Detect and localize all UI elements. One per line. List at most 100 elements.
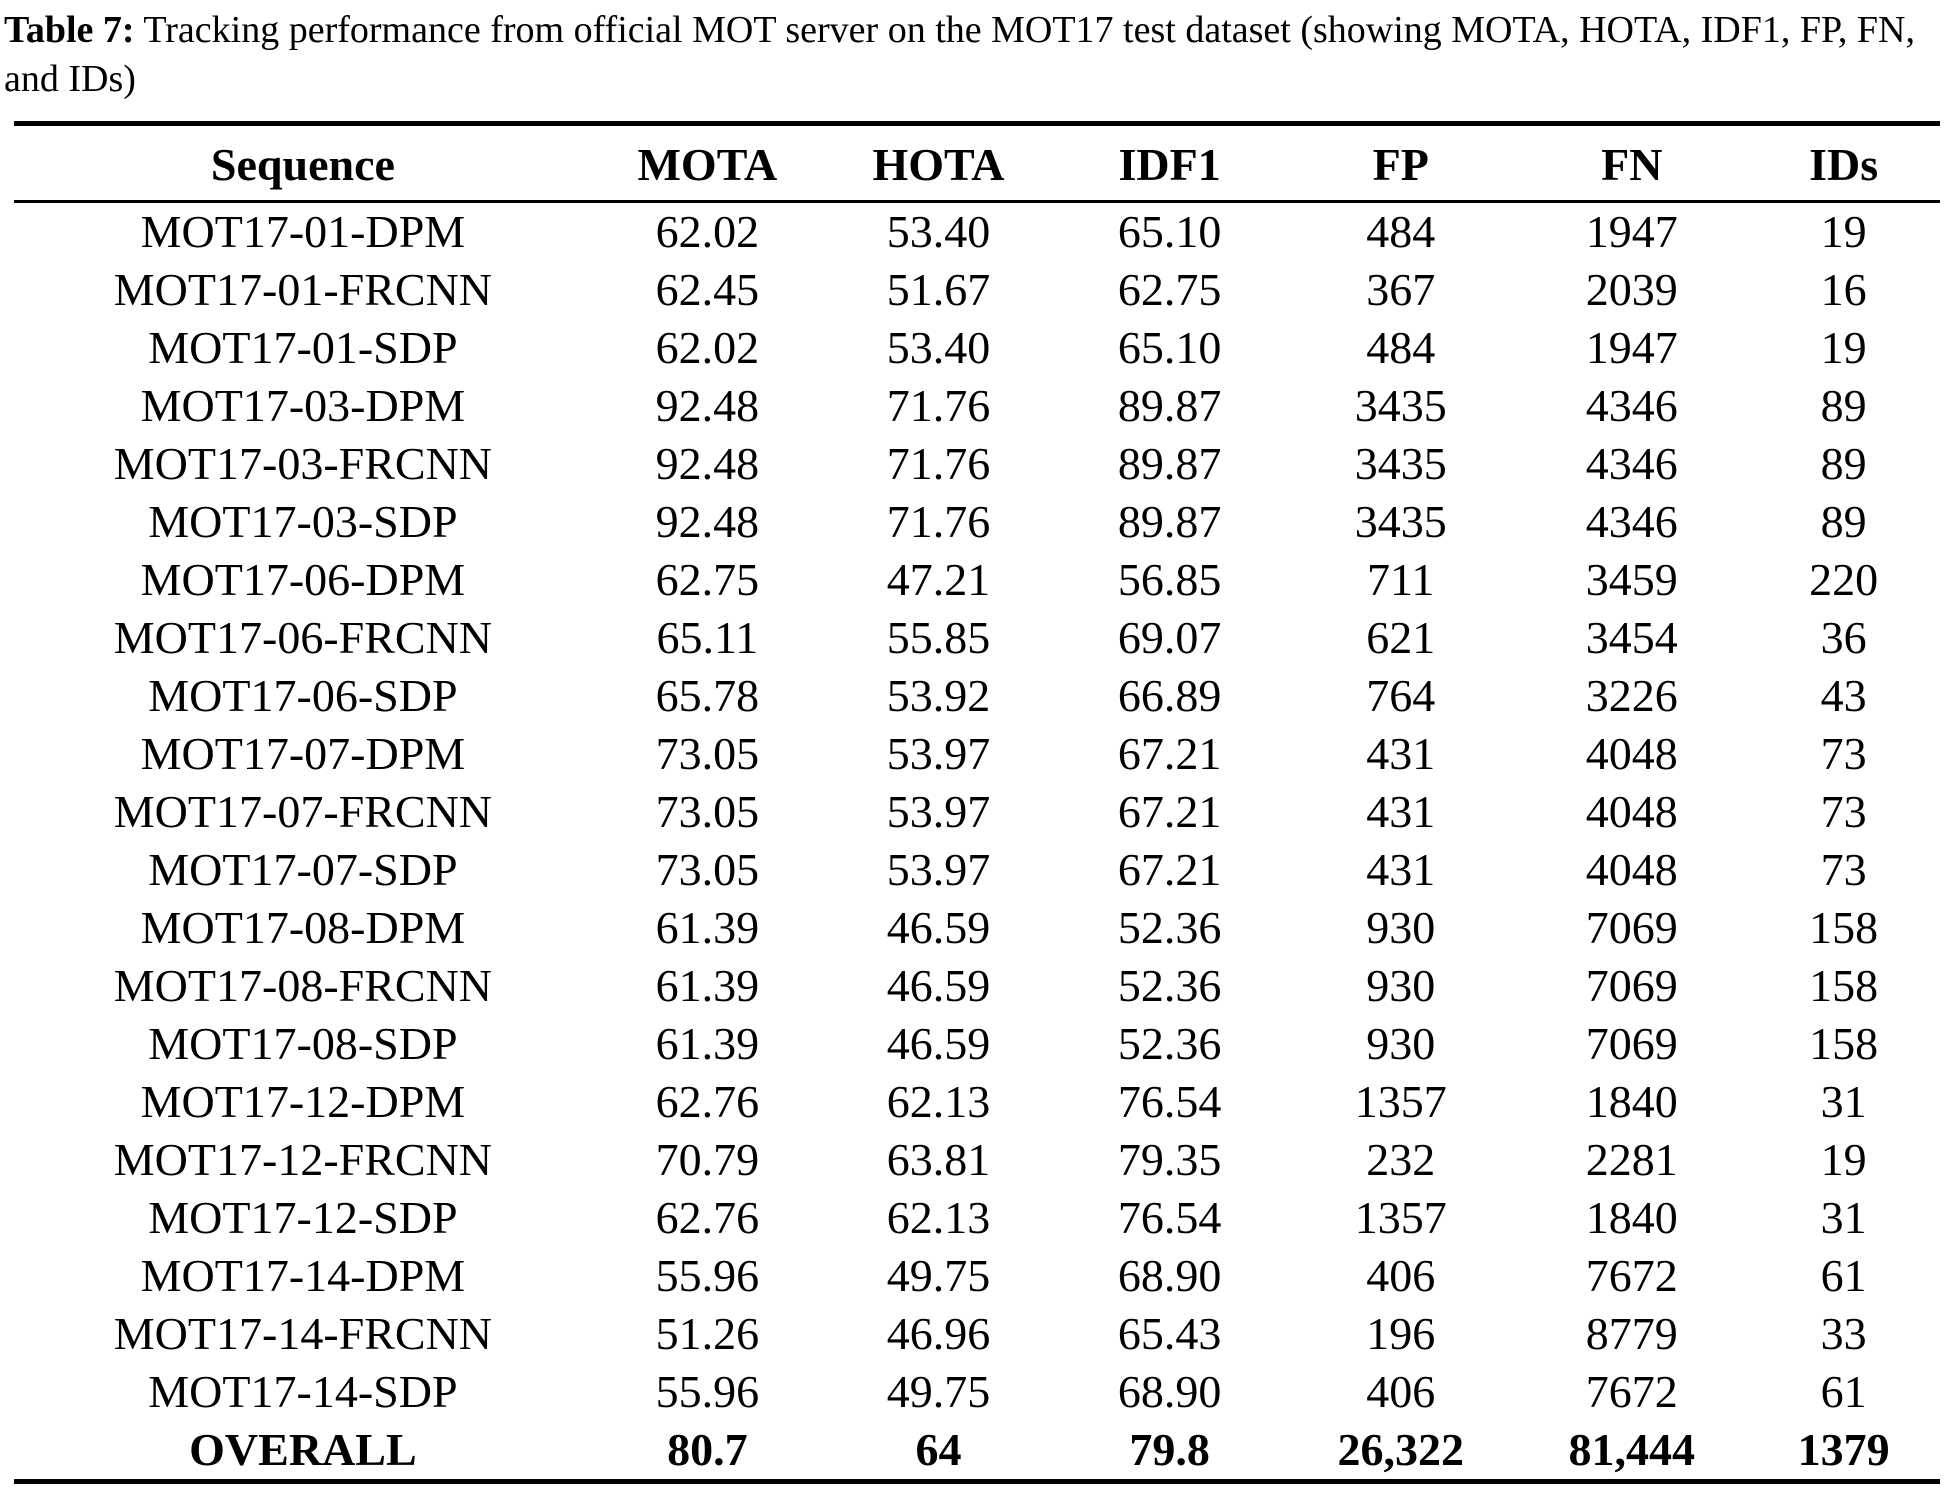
value-cell: 3226 [1585,669,1678,721]
value-cell: 53.92 [886,669,991,721]
value-cell: 65.78 [655,669,760,721]
value-cell: 3454 [1585,611,1678,663]
table-row: MOT17-07-DPM 73.05 53.97 67.21 431 4048 73 [14,725,1940,783]
value-cell: 764 [1366,669,1436,721]
value-cell: 71.76 [886,437,991,489]
value-cell: 406 [1366,1365,1436,1417]
value-cell: 73.05 [655,785,760,837]
value-cell: 7069 [1585,901,1678,953]
sequence-cell: MOT17-07-SDP [148,843,458,895]
value-cell: 4346 [1585,495,1678,547]
value-cell: 3435 [1354,379,1447,431]
value-cell: 36 [1820,611,1867,663]
value-cell: 31 [1820,1075,1867,1127]
value-cell: 1840 [1585,1191,1678,1243]
table-row: MOT17-14-FRCNN 51.26 46.96 65.43 196 8779 33 [14,1305,1940,1363]
value-cell: 26,322 [1337,1423,1464,1475]
sequence-cell: MOT17-06-FRCNN [113,611,493,663]
value-cell: 66.89 [1117,669,1222,721]
value-cell: 69.07 [1117,611,1222,663]
value-cell: 31 [1820,1191,1867,1243]
table-row: MOT17-01-DPM 62.02 53.40 65.10 484 1947 19 [14,201,1940,261]
value-cell: 92.48 [655,437,760,489]
header-row: Sequence MOTA HOTA IDF1 FP FN IDs [14,123,1940,203]
value-cell: 62.02 [655,321,760,373]
value-cell: 49.75 [886,1249,991,1301]
sequence-cell: MOT17-12-SDP [148,1191,458,1243]
value-cell: 73.05 [655,843,760,895]
value-cell: 62.76 [655,1191,760,1243]
overall-row: OVERALL 80.7 64 79.8 26,322 81,444 1379 [14,1421,1940,1482]
table-row: MOT17-08-FRCNN 61.39 46.59 52.36 930 7069 158 [14,957,1940,1015]
value-cell: 484 [1366,205,1436,257]
sequence-cell: MOT17-06-SDP [148,669,458,721]
table-row: MOT17-08-SDP 61.39 46.59 52.36 930 7069 158 [14,1015,1940,1073]
sequence-cell: MOT17-01-SDP [148,321,458,373]
header-cell: IDs [1747,123,1940,203]
value-cell: 62.45 [655,263,760,315]
value-cell: 1947 [1585,321,1678,373]
value-cell: 930 [1366,901,1436,953]
value-cell: 53.40 [886,321,991,373]
value-cell: 53.40 [886,205,991,257]
value-cell: 2281 [1585,1133,1678,1185]
value-cell: 89.87 [1117,437,1222,489]
value-cell: 89.87 [1117,379,1222,431]
value-cell: 71.76 [886,495,991,547]
value-cell: 3435 [1354,495,1447,547]
value-cell: 1357 [1354,1191,1447,1243]
value-cell: 65.11 [656,611,759,663]
sequence-cell: MOT17-06-DPM [140,553,466,605]
value-cell: 80.7 [667,1423,748,1475]
value-cell: 1840 [1585,1075,1678,1127]
sequence-cell: MOT17-03-FRCNN [113,437,493,489]
value-cell: 65.10 [1117,205,1222,257]
value-cell: 81,444 [1568,1423,1696,1475]
value-cell: 89 [1820,437,1867,489]
table-row: MOT17-07-FRCNN 73.05 53.97 67.21 431 4048 73 [14,783,1940,841]
value-cell: 62.13 [886,1191,991,1243]
table-row: MOT17-01-FRCNN 62.45 51.67 62.75 367 2039 16 [14,261,1940,319]
value-cell: 46.59 [886,1017,991,1069]
table-row: MOT17-12-FRCNN 70.79 63.81 79.35 232 2281 19 [14,1131,1940,1189]
value-cell: 4346 [1585,437,1678,489]
value-cell: 71.76 [886,379,991,431]
value-cell: 79.8 [1129,1423,1210,1475]
value-cell: 61 [1820,1249,1867,1301]
value-cell: 73 [1820,785,1867,837]
value-cell: 49.75 [886,1365,991,1417]
table-row: MOT17-14-SDP 55.96 49.75 68.90 406 7672 61 [14,1363,1940,1421]
header-cell: HOTA [822,123,1055,203]
value-cell: 4048 [1585,843,1678,895]
sequence-cell: MOT17-03-SDP [148,495,458,547]
sequence-cell: MOT17-08-SDP [148,1017,458,1069]
value-cell: 4048 [1585,727,1678,779]
value-cell: 8779 [1585,1307,1678,1359]
value-cell: 1379 [1797,1423,1890,1475]
value-cell: 19 [1820,321,1867,373]
value-cell: 67.21 [1117,727,1222,779]
sequence-cell: MOT17-01-DPM [140,205,466,257]
table-body: MOT17-01-DPM 62.02 53.40 65.10 484 1947 19 MOT1… [14,201,1940,1481]
table-row: MOT17-08-DPM 61.39 46.59 52.36 930 7069 158 [14,899,1940,957]
value-cell: 7069 [1585,959,1678,1011]
value-cell: 930 [1366,959,1436,1011]
table-row: MOT17-07-SDP 73.05 53.97 67.21 431 4048 73 [14,841,1940,899]
value-cell: 61.39 [655,959,760,1011]
value-cell: 89 [1820,379,1867,431]
value-cell: 621 [1366,611,1436,663]
table-row: MOT17-03-SDP 92.48 71.76 89.87 3435 4346 89 [14,493,1940,551]
value-cell: 7069 [1585,1017,1678,1069]
table-row: MOT17-06-SDP 65.78 53.92 66.89 764 3226 43 [14,667,1940,725]
table-row: MOT17-03-DPM 92.48 71.76 89.87 3435 4346 89 [14,377,1940,435]
value-cell: 65.43 [1117,1307,1222,1359]
value-cell: 46.96 [886,1307,991,1359]
value-cell: 3459 [1585,553,1678,605]
value-cell: 431 [1366,785,1436,837]
value-cell: 65.10 [1117,321,1222,373]
value-cell: 53.97 [886,727,991,779]
sequence-cell: MOT17-14-DPM [140,1249,466,1301]
sequence-cell: MOT17-03-DPM [140,379,466,431]
value-cell: 220 [1809,553,1879,605]
value-cell: 19 [1820,205,1867,257]
